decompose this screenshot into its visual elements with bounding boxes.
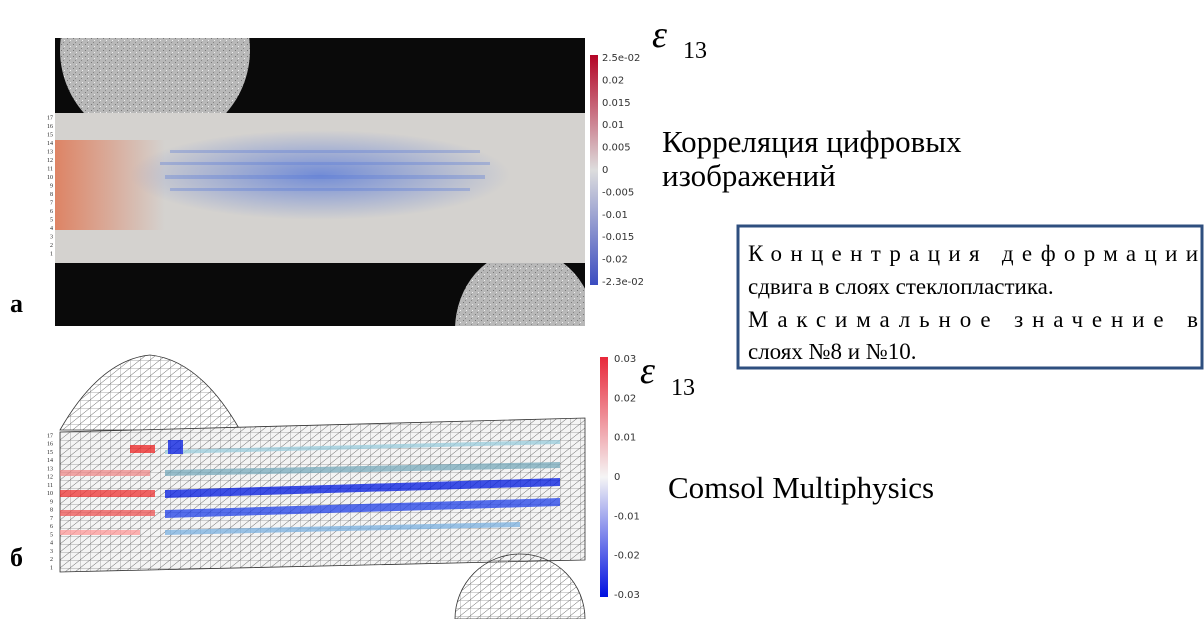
colorbar-tick-label: -0.03 xyxy=(614,590,640,601)
layer-number: 3 xyxy=(50,234,53,240)
fem-image xyxy=(60,355,585,619)
caption: Comsol Multiphysics xyxy=(668,470,934,505)
layer-number: 16 xyxy=(47,442,53,448)
layer-number: 5 xyxy=(50,532,53,538)
layer-number: 14 xyxy=(47,141,53,147)
colorbar-tick-label: 0 xyxy=(602,165,608,176)
layer-number: 4 xyxy=(50,541,53,547)
note-line: Максимальное значение в xyxy=(748,307,1198,332)
layer-number: 11 xyxy=(47,483,53,489)
symbol: ε xyxy=(652,14,667,56)
layer-number: 15 xyxy=(47,132,53,138)
layer-number: 13 xyxy=(47,149,53,155)
colorbar-tick-label: 0.02 xyxy=(614,393,636,404)
layer-number: 10 xyxy=(47,491,53,497)
layer-number: 2 xyxy=(50,243,53,249)
layer-number: 1 xyxy=(50,565,53,571)
colorbar-tick-label: 0.01 xyxy=(614,433,636,444)
layer-number: 17 xyxy=(47,115,53,121)
colorbar-tick-label: -2.3e-02 xyxy=(602,277,644,288)
panel-letter: б xyxy=(10,543,23,572)
symbol-subscript: 13 xyxy=(683,38,707,64)
layer-number: 2 xyxy=(50,557,53,563)
colorbar-tick-label: -0.01 xyxy=(602,210,628,221)
slide: 2.5e-020.020.0150.010.0050-0.005-0.01-0.… xyxy=(0,0,1204,619)
dic-image xyxy=(55,0,595,410)
colorbar-tick-label: -0.005 xyxy=(602,187,634,198)
colorbar xyxy=(590,55,598,285)
note-line: сдвига в слоях стеклопластика. xyxy=(748,274,1054,299)
symbol: ε xyxy=(640,350,655,392)
caption: изображений xyxy=(662,158,836,193)
layer-number: 12 xyxy=(47,158,53,164)
layer-number: 4 xyxy=(50,226,53,232)
colorbar-tick-label: 0.02 xyxy=(602,75,624,86)
layer-number: 16 xyxy=(47,124,53,130)
colorbar-tick-label: 0 xyxy=(614,472,620,483)
layer-number: 13 xyxy=(47,466,53,472)
note-line: Концентрация деформации xyxy=(748,241,1198,266)
layer-number: 9 xyxy=(50,499,53,505)
panel-letter: а xyxy=(10,289,23,318)
layer-number: 8 xyxy=(50,508,53,514)
layer-number: 3 xyxy=(50,549,53,555)
layer-number: 1 xyxy=(50,251,53,257)
layer-number: 7 xyxy=(50,516,53,522)
layer-number: 7 xyxy=(50,200,53,206)
layer-number: 10 xyxy=(47,175,53,181)
caption: Корреляция цифровых xyxy=(662,124,962,159)
layer-number: 9 xyxy=(50,183,53,189)
layer-number: 15 xyxy=(47,450,53,456)
colorbar-tick-label: -0.02 xyxy=(602,255,628,266)
layer-number: 6 xyxy=(50,209,53,215)
colorbar-tick-label: 0.005 xyxy=(602,143,631,154)
colorbar-tick-label: 0.03 xyxy=(614,354,636,365)
colorbar-tick-label: 2.5e-02 xyxy=(602,53,640,64)
symbol-subscript: 13 xyxy=(671,375,695,401)
colorbar xyxy=(600,357,608,597)
layer-number: 17 xyxy=(47,433,53,439)
colorbar-tick-label: -0.02 xyxy=(614,551,640,562)
layer-number: 14 xyxy=(47,458,53,464)
colorbar-tick-label: 0.015 xyxy=(602,98,631,109)
layer-number: 12 xyxy=(47,475,53,481)
layer-number: 11 xyxy=(47,166,53,172)
colorbar-tick-label: -0.01 xyxy=(614,511,640,522)
note-line: слоях №8 и №10. xyxy=(748,339,917,364)
colorbar-tick-label: -0.015 xyxy=(602,232,634,243)
layer-number: 6 xyxy=(50,524,53,530)
layer-number: 8 xyxy=(50,192,53,198)
layer-number: 5 xyxy=(50,217,53,223)
colorbar-tick-label: 0.01 xyxy=(602,120,624,131)
